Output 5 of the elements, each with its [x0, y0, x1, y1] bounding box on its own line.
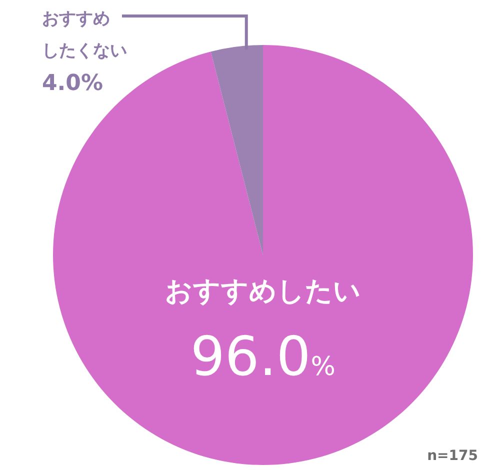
- text: n=175: [427, 448, 478, 464]
- slice-label: おすすめしたい: [165, 276, 361, 307]
- data-label: 4.0%: [42, 71, 104, 96]
- slice-label: おすすめしたくない: [42, 9, 127, 61]
- data-label: 96.0%: [190, 325, 336, 388]
